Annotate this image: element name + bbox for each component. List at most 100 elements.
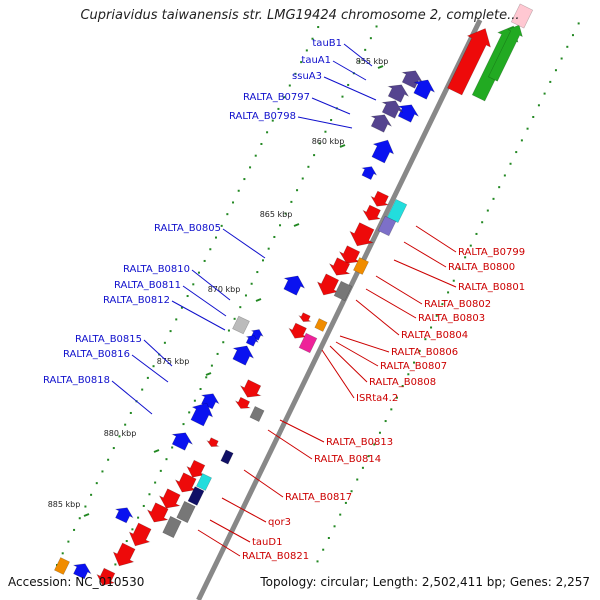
leader-line — [329, 345, 368, 383]
gene-arrow — [190, 402, 214, 427]
guide-dot — [125, 540, 128, 543]
guide-dot — [267, 247, 270, 250]
gene-box — [510, 3, 534, 29]
guide-dot — [180, 306, 183, 309]
gene-arrow — [232, 345, 255, 366]
guide-dot — [316, 560, 319, 563]
gene-arrow — [397, 104, 420, 123]
leader-line — [415, 225, 457, 253]
guide-dot — [249, 166, 252, 169]
guide-dot — [307, 165, 310, 168]
guide-dot — [492, 197, 495, 200]
feature-label-left: RALTA_B0816 — [63, 349, 130, 360]
gene-arrow — [387, 84, 410, 103]
guide-dot — [279, 224, 282, 227]
feature-label-left: RALTA_B0815 — [75, 334, 142, 345]
leader-line — [332, 60, 367, 81]
guide-dot — [199, 388, 202, 391]
feature-label-right: RALTA_B0802 — [424, 299, 491, 310]
guide-dot — [430, 326, 433, 329]
feature-label-right: RALTA_B0814 — [314, 454, 381, 465]
scale-tick — [83, 513, 90, 517]
guide-dot — [193, 399, 196, 402]
feature-label-left: RALTA_B0810 — [123, 264, 190, 275]
guide-dot — [317, 26, 320, 29]
guide-dot — [142, 504, 145, 507]
gene-arrow — [146, 502, 169, 523]
scale-ticks: 855 kbp 860 kbp 865 kbp 870 kbp 875 kbp 880 k… — [48, 57, 389, 517]
feature-label-right: RALTA_B0804 — [401, 330, 468, 341]
guide-dot — [515, 151, 518, 154]
scale-label: 885 kbp — [48, 500, 81, 509]
guide-dot — [486, 209, 489, 212]
gene-arrow — [349, 222, 375, 247]
scale-label: 855 kbp — [356, 57, 389, 66]
feature-label-left: ssuA3 — [292, 71, 322, 82]
gene-arrow — [114, 507, 134, 524]
guide-dot — [571, 34, 574, 37]
guide-dot — [197, 271, 200, 274]
guide-dot — [114, 563, 117, 566]
guide-dot — [254, 154, 257, 157]
guide-dot — [324, 130, 327, 133]
feature-label-left: RALTA_B0798 — [229, 111, 296, 122]
guide-dot — [330, 119, 333, 122]
guide-dot — [509, 162, 512, 165]
gene-arrow — [174, 472, 197, 493]
guide-dot — [67, 540, 70, 543]
feature-label-right: RALTA_B0803 — [418, 313, 485, 324]
gene-arrow — [283, 275, 306, 296]
guide-dot — [61, 552, 64, 555]
guide-dot — [112, 447, 115, 450]
guide-dot — [216, 352, 219, 355]
guide-dot — [95, 482, 98, 485]
scale-tick — [255, 298, 262, 302]
gene-box — [333, 280, 353, 302]
guide-dot — [447, 291, 450, 294]
guide-dot — [435, 314, 438, 317]
leader-line — [197, 529, 241, 557]
gene-arrow — [288, 322, 308, 339]
guide-dot — [171, 446, 174, 449]
scale-tick — [339, 144, 346, 148]
feature-label-left: RALTA_B0797 — [243, 92, 310, 103]
gene-box — [176, 500, 196, 524]
guide-dot — [261, 259, 264, 262]
guide-dot — [313, 154, 316, 157]
guide-dot — [137, 516, 140, 519]
guide-dot — [233, 317, 236, 320]
gene-arrow — [158, 488, 181, 509]
scale-tick — [377, 65, 384, 69]
guide-dot — [277, 107, 280, 110]
feature-label-left: RALTA_B0811 — [114, 280, 181, 291]
guide-dot — [458, 268, 461, 271]
guide-dot — [464, 256, 467, 259]
guide-dot — [290, 200, 293, 203]
guide-dot — [390, 408, 393, 411]
gene-arrow — [239, 379, 262, 398]
topology-text: Topology: circular; Length: 2,502,411 bp… — [260, 575, 590, 589]
scale-label: 860 kbp — [312, 137, 345, 146]
guide-dot — [84, 505, 87, 508]
gene-box — [162, 515, 182, 539]
leader-line — [222, 228, 266, 259]
gene-arrow — [171, 432, 194, 451]
leader-line — [111, 380, 153, 415]
accession-text: Accession: NC_010530 — [8, 575, 145, 589]
guide-dot — [243, 178, 246, 181]
guide-dot — [256, 271, 259, 274]
feature-label-right: RALTA_B0807 — [380, 361, 447, 372]
guide-dot — [347, 83, 350, 86]
guide-dot — [356, 478, 359, 481]
guide-dot — [378, 431, 381, 434]
scale-label: 875 kbp — [157, 357, 190, 366]
gene-arrow — [371, 139, 395, 164]
guide-dot — [78, 517, 81, 520]
gene-arrow — [401, 70, 424, 89]
gene-arrow — [447, 28, 491, 96]
guide-dot — [554, 69, 557, 72]
guide-dot — [367, 455, 370, 458]
feature-label-right: RALTA_B0800 — [448, 262, 515, 273]
guide-dot — [210, 364, 213, 367]
gene-arrow — [72, 563, 92, 580]
